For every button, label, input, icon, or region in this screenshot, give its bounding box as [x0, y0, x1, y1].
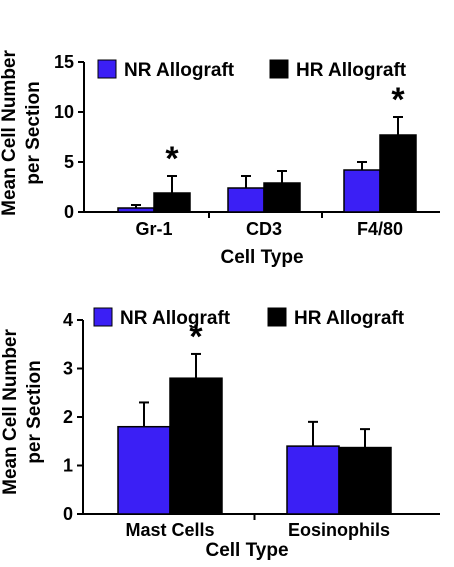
bar-nr-mast-cells [117, 425, 171, 515]
y-tick-label: 15 [54, 52, 74, 72]
y-tick-label: 2 [63, 407, 73, 427]
chart-panel-1: 0 5 10 15 Gr-1 * CD3 F4/80 * Cell Type Mean Cell N… [0, 50, 440, 268]
y-tick-label: 10 [54, 102, 74, 122]
significance-star: * [391, 81, 405, 119]
legend-swatch-nr [93, 307, 113, 327]
x-category-label: Eosinophils [288, 520, 390, 540]
significance-star: * [165, 140, 179, 178]
bar-hr-gr-1 [153, 192, 191, 213]
bar-hr-f4-80 [379, 134, 417, 213]
legend-swatch-hr [267, 307, 287, 327]
y-tick-label: 5 [64, 152, 74, 172]
bar-nr-eosinophils [286, 445, 340, 515]
y-axis-label-line: per Section [23, 81, 44, 184]
legend-label-nr: NR Allograft [124, 60, 235, 81]
y-tick-label: 4 [63, 310, 73, 330]
x-axis-label: Cell Type [220, 247, 303, 268]
y-axis-label: Mean Cell Number per Section [0, 329, 45, 495]
y-tick-label: 3 [63, 359, 73, 379]
x-category-label: CD3 [246, 219, 282, 239]
x-category-label: F4/80 [357, 219, 403, 239]
y-axis-label: Mean Cell Number per Section [0, 50, 44, 216]
legend-label-hr: HR Allograft [296, 60, 407, 81]
y-tick-label: 0 [63, 504, 73, 524]
bar-nr-f4-80 [343, 169, 381, 213]
x-category-label: Gr-1 [135, 219, 172, 239]
y-axis-label-line: Mean Cell Number [0, 50, 20, 216]
legend-swatch-hr [269, 59, 289, 79]
bar-nr-cd3 [227, 187, 265, 213]
bar-nr-gr-1 [117, 207, 155, 213]
significance-star: * [189, 318, 203, 356]
y-tick-label: 0 [64, 202, 74, 222]
legend-label-hr: HR Allograft [294, 308, 405, 329]
legend-swatch-nr [97, 59, 117, 79]
bar-hr-cd3 [263, 182, 301, 213]
bar-hr-mast-cells [169, 377, 223, 515]
y-tick-label: 1 [63, 456, 73, 476]
y-axis-label-line: Mean Cell Number [0, 329, 21, 495]
x-axis-label: Cell Type [205, 540, 288, 561]
x-category-label: Mast Cells [125, 520, 214, 540]
y-axis-label-line: per Section [24, 360, 45, 463]
legend-label-nr: NR Allograft [120, 308, 231, 329]
bar-hr-eosinophils [338, 446, 392, 515]
